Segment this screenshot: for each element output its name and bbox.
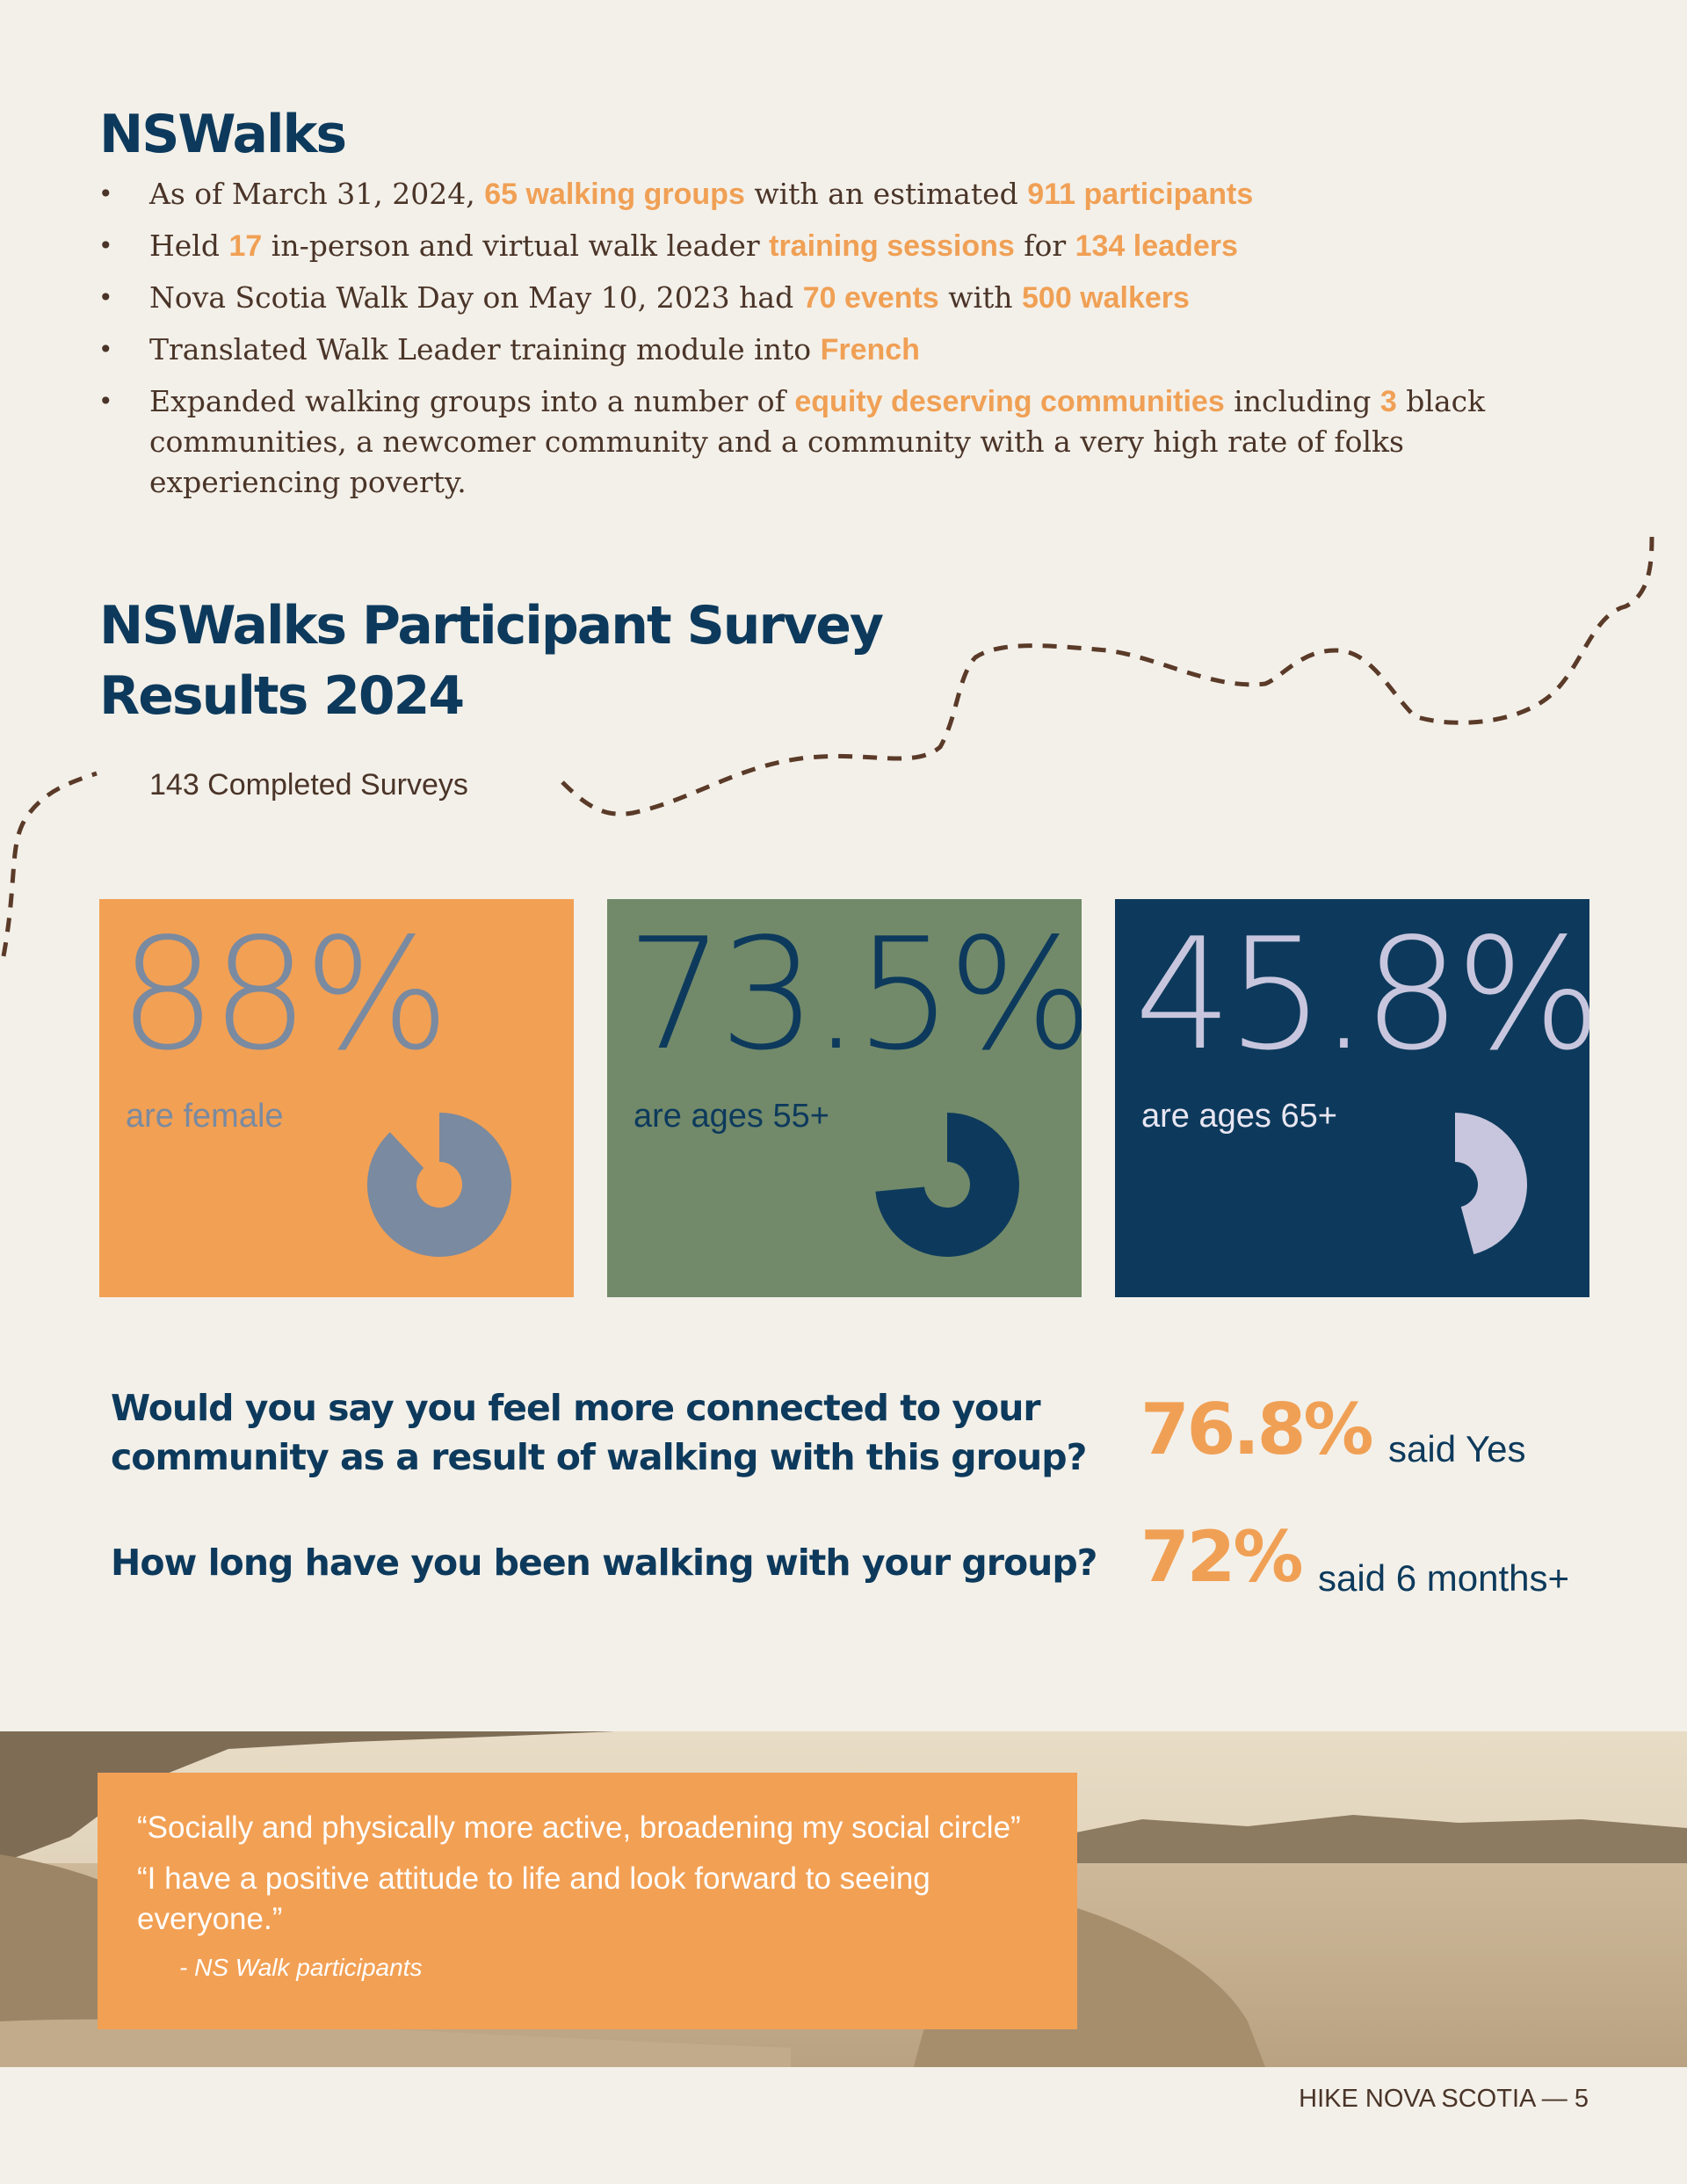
- bullet-text: black communities, a newcomer community …: [149, 384, 1486, 499]
- quote-text: “I have a positive attitude to life and …: [137, 1861, 930, 1936]
- highlight-figure: 3: [1379, 385, 1397, 418]
- highlights-list: As of March 31, 2024, 65 walking groups …: [95, 174, 1589, 514]
- bullet-text: with: [938, 280, 1023, 315]
- highlight-figure: 70 events: [802, 281, 939, 315]
- highlight-figure: 17: [228, 229, 263, 263]
- stat-card-ages-55: 73.5% are ages 55+: [607, 899, 1082, 1297]
- answer-duration-label: said 6 months+: [1318, 1557, 1570, 1599]
- highlight-figure: 65 walking groups: [484, 178, 745, 211]
- question-line: Would you say you feel more connected to…: [111, 1387, 1041, 1429]
- highlight-bullet: Translated Walk Leader training module i…: [95, 330, 1589, 370]
- completed-surveys: 143 Completed Surveys: [149, 768, 468, 802]
- quote-signature: - NS Walk participants: [179, 1954, 423, 1981]
- bullet-text: Translated Walk Leader training module i…: [149, 332, 821, 366]
- bullet-text: Expanded walking groups into a number of: [149, 384, 795, 418]
- highlight-figure: training sessions: [769, 229, 1015, 263]
- bullet-text: Held: [149, 229, 229, 263]
- participant-quotes: “Socially and physically more active, br…: [98, 1773, 1077, 2029]
- donut-chart-icon: [875, 1113, 1019, 1257]
- question-duration: How long have you been walking with your…: [111, 1538, 1097, 1587]
- stat-value: 88%: [119, 906, 450, 1085]
- bullet-text: Nova Scotia Walk Day on May 10, 2023 had: [149, 280, 803, 315]
- answer-connected-value: 76.8%: [1140, 1389, 1374, 1470]
- donut-chart-icon: [367, 1113, 511, 1257]
- bullet-text: including: [1224, 384, 1380, 418]
- stat-label: are ages 65+: [1141, 1098, 1337, 1135]
- donut-chart-icon: [1455, 1113, 1527, 1255]
- bullet-text: in-person and virtual walk leader: [262, 229, 770, 263]
- highlight-bullet: Held 17 in-person and virtual walk leade…: [95, 226, 1589, 266]
- bullet-text: with an estimated: [744, 177, 1028, 211]
- highlight-figure: 911 participants: [1027, 178, 1254, 211]
- highlight-figure: French: [820, 333, 920, 366]
- stat-value: 73.5%: [626, 906, 1082, 1085]
- survey-title-line1: NSWalks Participant Survey: [99, 595, 884, 657]
- section-heading: NSWalks: [99, 104, 347, 165]
- dotted-trail-decoration: [1, 531, 1654, 957]
- answer-duration-value: 72%: [1140, 1516, 1303, 1598]
- stat-label: are ages 55+: [634, 1098, 829, 1135]
- bullet-text: for: [1014, 229, 1075, 263]
- question-line: How long have you been walking with your…: [111, 1542, 1097, 1584]
- highlight-bullet: Nova Scotia Walk Day on May 10, 2023 had…: [95, 278, 1589, 318]
- stat-card-female: 88% are female: [99, 899, 574, 1297]
- highlight-figure: 134 leaders: [1075, 229, 1238, 263]
- survey-heading: NSWalks Participant Survey Results 2024: [99, 591, 978, 731]
- answer-connected-label: said Yes: [1388, 1428, 1526, 1469]
- stat-value: 45.8%: [1134, 906, 1589, 1085]
- highlight-bullet: Expanded walking groups into a number of…: [95, 381, 1589, 503]
- stat-card-ages-65: 45.8% are ages 65+: [1115, 899, 1589, 1297]
- highlight-figure: equity deserving communities: [794, 385, 1225, 418]
- question-line: community as a result of walking with th…: [111, 1436, 1087, 1478]
- stat-label: are female: [126, 1098, 284, 1135]
- page-footer: HIKE NOVA SCOTIA — 5: [1299, 2085, 1589, 2113]
- quote-text: “Socially and physically more active, br…: [137, 1810, 1021, 1845]
- highlight-bullet: As of March 31, 2024, 65 walking groups …: [95, 174, 1589, 214]
- highlight-figure: 500 walkers: [1022, 281, 1190, 315]
- survey-title-line2: Results 2024: [99, 665, 465, 727]
- question-connected: Would you say you feel more connected to…: [111, 1383, 1087, 1482]
- bullet-text: As of March 31, 2024,: [149, 177, 485, 211]
